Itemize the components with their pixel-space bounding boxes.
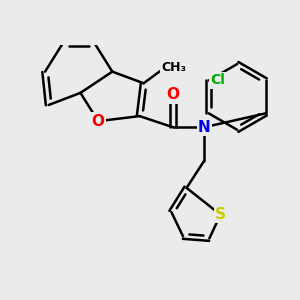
Text: O: O xyxy=(167,87,179,102)
Text: S: S xyxy=(215,207,226,222)
Text: Cl: Cl xyxy=(210,74,225,88)
Text: N: N xyxy=(198,120,211,135)
Text: O: O xyxy=(92,114,105,129)
Text: CH₃: CH₃ xyxy=(161,61,187,74)
